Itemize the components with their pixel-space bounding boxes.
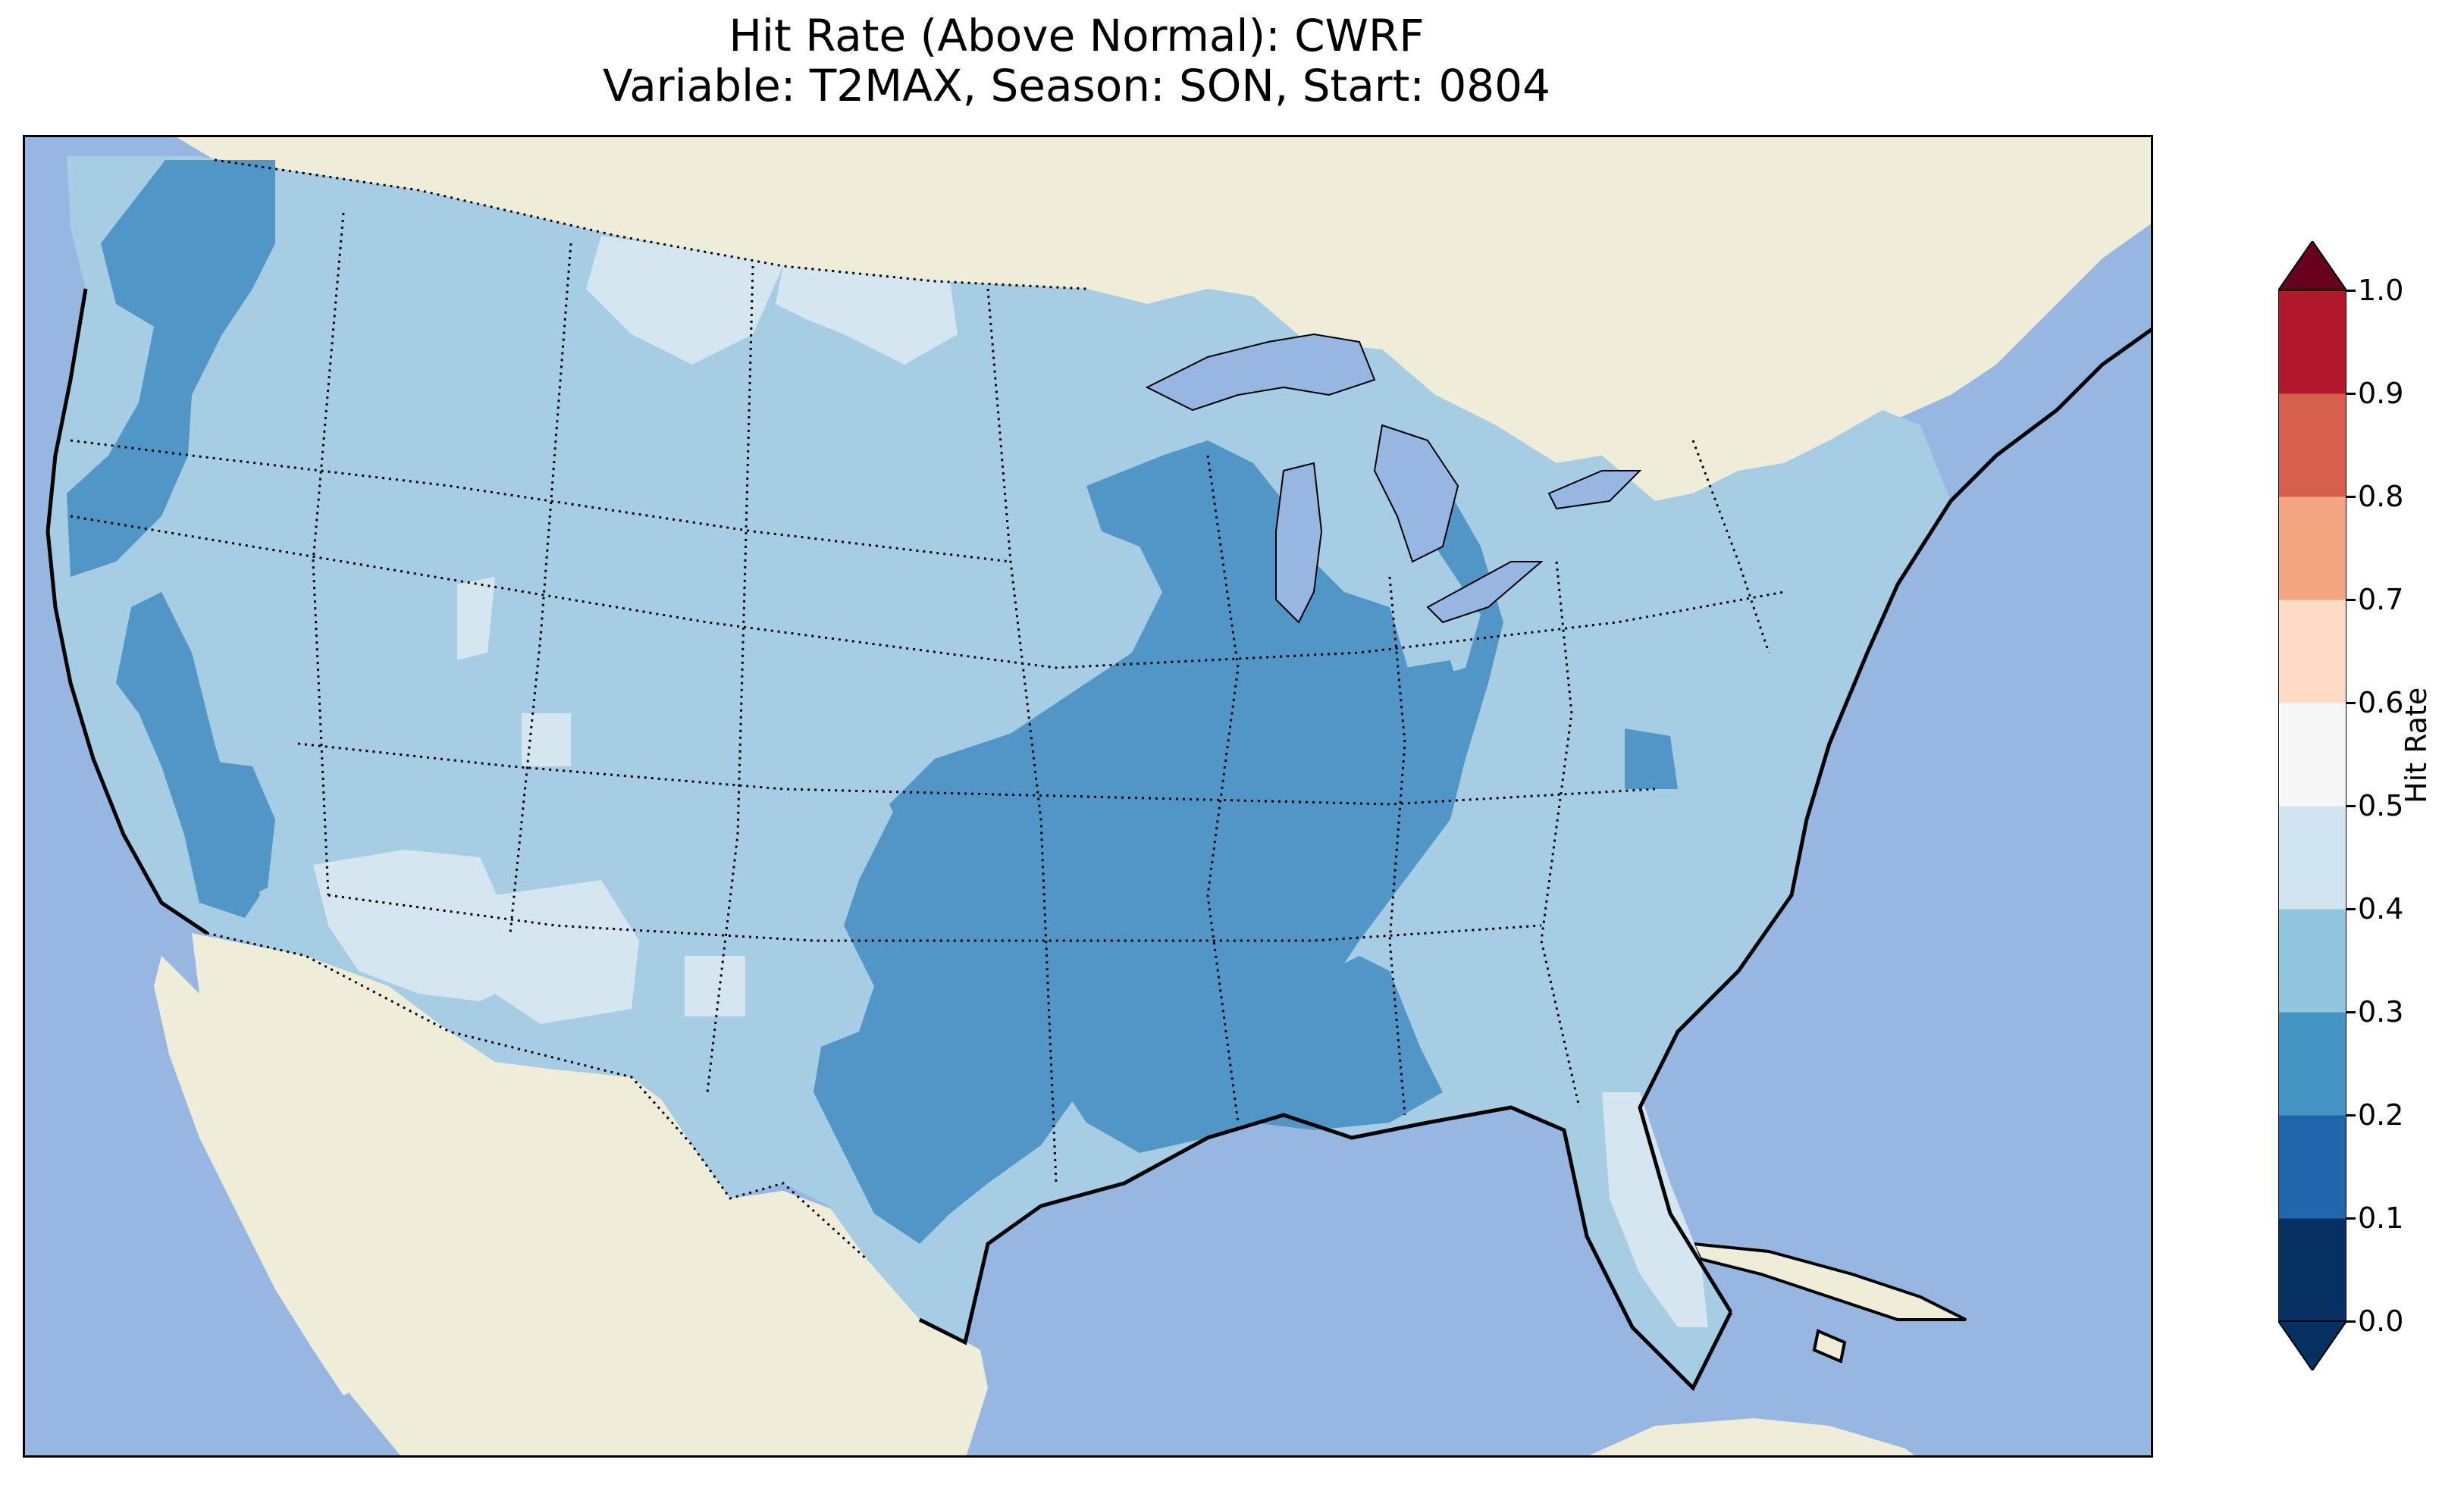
- region-florida: [1602, 1092, 1708, 1327]
- region-nevada-spot: [457, 577, 495, 660]
- colorbar-tick-mark: [2346, 1320, 2356, 1323]
- state-borders: [70, 158, 1785, 1261]
- lake-ontario: [1547, 470, 1642, 510]
- colorbar-tick-mark: [2346, 496, 2356, 498]
- region-nm-texas-spot: [685, 956, 745, 1016]
- colorbar-tick-label: 0.7: [2358, 583, 2404, 616]
- colorbar-bin-0.5: [2278, 703, 2346, 807]
- coastline-west: [45, 288, 208, 935]
- colorbar-bins: [2278, 290, 2346, 1322]
- border-grid-2: [70, 515, 1785, 669]
- border-us-canada: [214, 158, 1087, 290]
- region-central-texas: [813, 804, 1079, 1244]
- map-canvas: [45, 137, 2151, 1455]
- lake-michigan: [1275, 462, 1323, 624]
- lake-superior: [1145, 333, 1376, 412]
- border-vert-6: [1388, 576, 1406, 1116]
- border-grid-4: [328, 894, 1542, 942]
- region-nevada: [192, 759, 275, 895]
- colorbar-tick-mark: [2346, 908, 2356, 910]
- colorbar-tick-label: 0.0: [2358, 1305, 2404, 1338]
- coastline-gulf: [918, 1105, 1733, 1392]
- great-lakes: [1145, 333, 1642, 624]
- colorbar-extend-low: [2278, 1320, 2346, 1370]
- chart-title: Hit Rate (Above Normal): CWRF Variable: …: [0, 11, 2153, 111]
- border-vert-1: [312, 212, 345, 896]
- colorbar-bin-0.9: [2278, 290, 2346, 394]
- region-montana-north: [586, 236, 783, 365]
- colorbar-tick-mark: [2346, 393, 2356, 395]
- region-new-mexico: [495, 880, 639, 1024]
- colorbar-outline: [2278, 290, 2346, 1322]
- region-virginia-spot: [1625, 728, 1678, 789]
- colorbar-bin-0.3: [2278, 909, 2346, 1013]
- region-utah-spot: [522, 713, 571, 766]
- land-cuba: [1690, 1242, 1967, 1321]
- colorbar-tick-mark: [2346, 290, 2356, 292]
- colorbar-tick-label: 0.8: [2358, 480, 2404, 513]
- colorbar-label: Hit Rate: [2400, 687, 2433, 803]
- colorbar-tick-label: 0.6: [2358, 686, 2404, 719]
- land-mexico: [192, 933, 988, 1455]
- colorbar-tick-mark: [2346, 599, 2356, 601]
- lake-erie: [1426, 561, 1544, 624]
- region-arizona: [313, 850, 510, 1001]
- border-vert-2: [509, 243, 572, 934]
- region-midwest: [995, 440, 1503, 1001]
- land-baja: [154, 956, 374, 1395]
- land-canada: [177, 137, 2151, 501]
- colorbar-bin-0.7: [2278, 496, 2346, 600]
- colorbar-tick-mark: [2346, 1114, 2356, 1117]
- colorbar-tick-label: 1.0: [2358, 274, 2404, 307]
- coastlines: [45, 288, 2151, 1392]
- colorbar-tick-label: 0.1: [2358, 1201, 2404, 1235]
- title-line-2: Variable: T2MAX, Season: SON, Start: 080…: [603, 60, 1550, 111]
- border-vert-4: [986, 288, 1058, 1184]
- colorbar-tick-label: 0.4: [2358, 892, 2404, 926]
- colorbar-tick-mark: [2346, 1217, 2356, 1220]
- colorbar-bin-0.6: [2278, 600, 2346, 703]
- bin-0.4-0.5-regions: [313, 236, 1708, 1327]
- border-vert-7: [1540, 561, 1581, 1108]
- colorbar-tick-mark: [2346, 1011, 2356, 1013]
- region-california-valley: [116, 592, 260, 918]
- colorbar-bin-0.8: [2278, 393, 2346, 497]
- map-panel: [23, 135, 2153, 1458]
- colorbar-tick-mark: [2346, 702, 2356, 704]
- land-yucatan: [1589, 1418, 1914, 1455]
- region-north-dakota-north: [776, 266, 958, 365]
- coastline-east: [1638, 327, 2151, 1314]
- lake-huron: [1373, 424, 1459, 563]
- colorbar-bin-0.0: [2278, 1218, 2346, 1322]
- colorbar-tick-mark: [2346, 805, 2356, 807]
- colorbar-bin-0.1: [2278, 1115, 2346, 1219]
- region-mississippi-south: [889, 713, 1443, 1153]
- colorbar-tick-label: 0.2: [2358, 1098, 2404, 1132]
- colorbar-tick-label: 0.9: [2358, 377, 2404, 410]
- colorbar-bin-0.4: [2278, 806, 2346, 910]
- colorbar-extend-high: [2278, 241, 2346, 291]
- region-pacific-northwest: [67, 160, 275, 577]
- colorbar-tick-label: 0.5: [2358, 789, 2404, 822]
- land-bahamas: [1812, 1329, 1847, 1364]
- region-ohio-spot: [1405, 660, 1466, 728]
- colorbar-tick-label: 0.3: [2358, 995, 2404, 1029]
- colorbar: [2278, 241, 2346, 1370]
- colorbar-bin-0.2: [2278, 1012, 2346, 1116]
- border-grid-3: [297, 742, 1656, 806]
- border-vert-8: [1691, 440, 1770, 653]
- bin-0.2-0.3-regions: [67, 160, 1678, 1244]
- title-line-1: Hit Rate (Above Normal): CWRF: [729, 10, 1425, 61]
- border-vert-5: [1206, 455, 1240, 1123]
